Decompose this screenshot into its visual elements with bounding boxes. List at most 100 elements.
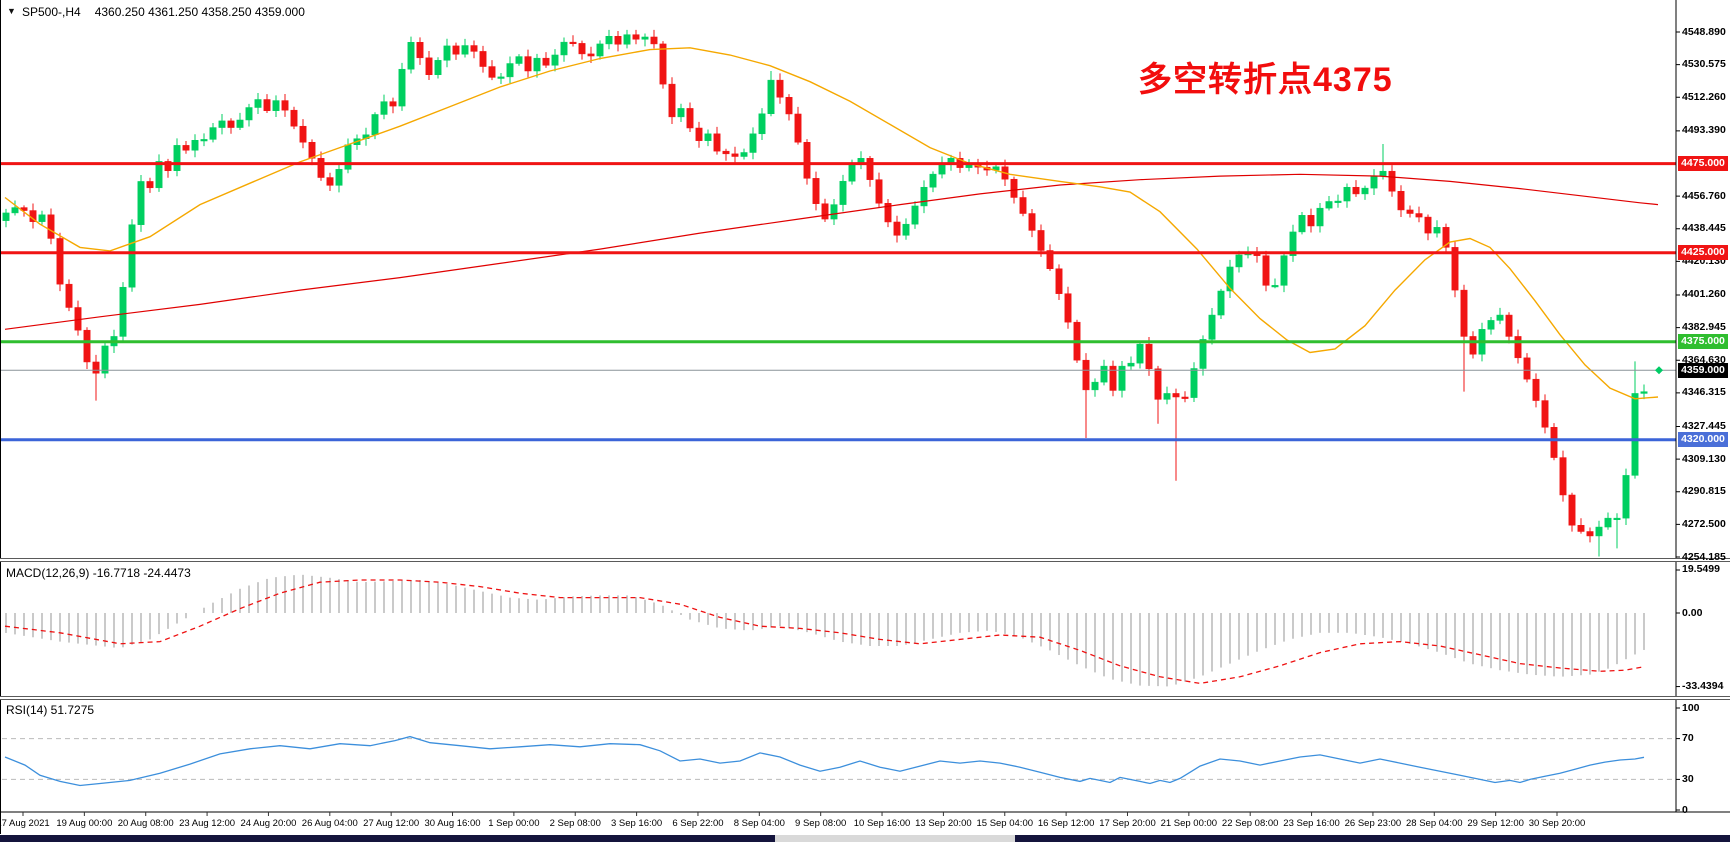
candle-body (245, 107, 253, 121)
candle-body (137, 181, 145, 225)
candle-body (1154, 368, 1162, 400)
time-axis-label: 17 Aug 2021 (0, 818, 50, 829)
candle-body (290, 109, 298, 127)
time-axis-label: 6 Sep 22:00 (672, 818, 724, 829)
candle-body (1325, 201, 1333, 209)
candle-body (1469, 336, 1477, 355)
time-axis-label: 2 Sep 08:00 (549, 818, 601, 829)
price-axis-label: 4309.130 (1682, 452, 1726, 465)
ohlc-quote: 4360.250 4361.250 4358.250 4359.000 (94, 5, 305, 19)
candle-body (1568, 494, 1576, 526)
candle-body (524, 56, 532, 72)
candle-body (1334, 200, 1342, 203)
candle-body (533, 57, 541, 72)
annotation-text: 多空转折点4375 (1138, 61, 1393, 99)
scrollbar-track-segment[interactable] (0, 835, 775, 842)
candle-body (263, 99, 271, 111)
candle-body (632, 34, 640, 40)
candle-body (1460, 289, 1468, 337)
time-axis-label: 19 Aug 00:00 (56, 818, 113, 829)
macd-panel[interactable] (0, 562, 1676, 696)
horizontal-scrollbar[interactable] (0, 835, 1730, 842)
candle-body (830, 204, 838, 220)
candle-body (1199, 339, 1207, 369)
price-level-chip: 4359.000 (1678, 362, 1728, 378)
candle-body (1172, 393, 1180, 398)
candle-body (623, 34, 631, 45)
candle-body (1631, 393, 1639, 476)
candle-body (101, 345, 109, 374)
candle-body (920, 186, 928, 207)
candle-body (506, 63, 514, 78)
candle-body (497, 76, 505, 79)
price-axis-label: 4346.315 (1682, 386, 1726, 399)
candle-body (1271, 285, 1279, 288)
candle-body (1208, 314, 1216, 340)
candle-body (155, 161, 163, 189)
panel-separator[interactable] (0, 696, 1730, 700)
price-axis-label: 4290.815 (1682, 485, 1726, 498)
price-axis-label: 4327.445 (1682, 419, 1726, 432)
candle-body (911, 205, 919, 225)
candle-body (56, 238, 64, 285)
candle-body (875, 179, 883, 204)
candle-body (614, 36, 622, 45)
panel-separator[interactable] (0, 558, 1730, 562)
candle-body (299, 125, 307, 143)
candle-body (272, 100, 280, 111)
candle-body (191, 139, 199, 151)
candle-body (317, 158, 325, 178)
candle-body (1604, 517, 1612, 528)
rsi-axis-label: 0 (1682, 803, 1688, 816)
main-chart-panel[interactable] (0, 0, 1676, 558)
candle-body (1145, 343, 1153, 370)
candle-body (578, 43, 586, 55)
time-axis-label: 30 Sep 20:00 (1528, 818, 1586, 829)
time-axis-label: 27 Aug 12:00 (363, 818, 420, 829)
candle-body (1640, 391, 1648, 394)
candle-body (668, 83, 676, 118)
candle-body (1550, 427, 1558, 458)
candle-body (173, 145, 181, 172)
rsi-panel[interactable] (0, 700, 1676, 812)
symbol-dropdown-icon[interactable]: ▼ (7, 6, 16, 16)
candle-body (1163, 393, 1171, 400)
candle-body (1298, 215, 1306, 233)
candle-body (164, 161, 172, 172)
price-axis-label: 4530.575 (1682, 58, 1726, 71)
price-level-chip: 4425.000 (1678, 245, 1728, 261)
candle-body (596, 43, 604, 57)
candle-body (605, 36, 613, 45)
candle-body (1217, 290, 1225, 316)
candle-body (1613, 517, 1621, 520)
candle-body (695, 127, 703, 141)
candle-body (1118, 365, 1126, 391)
candle-body (416, 42, 424, 59)
price-level-chip: 4375.000 (1678, 334, 1728, 350)
rsi-axis-label: 70 (1682, 732, 1694, 745)
rsi-axis-label: 100 (1682, 701, 1700, 714)
candle-body (92, 361, 100, 374)
candle-body (713, 133, 721, 152)
candle-body (767, 79, 775, 115)
candle-body (1388, 170, 1396, 192)
candle-body (1397, 190, 1405, 211)
price-axis-label: 4438.445 (1682, 222, 1726, 235)
time-axis-label: 30 Aug 16:00 (424, 818, 481, 829)
time-axis-label: 23 Aug 12:00 (179, 818, 236, 829)
candle-body (641, 36, 649, 40)
candle-body (182, 145, 190, 151)
candle-body (1451, 247, 1459, 291)
macd-axis-label: 19.5499 (1682, 563, 1720, 576)
candle-body (1235, 254, 1243, 268)
candle-body (1262, 255, 1270, 286)
scrollbar-track-segment[interactable] (1015, 835, 1730, 842)
candle-body (1532, 378, 1540, 401)
chart-title: SP500-,H4 4360.250 4361.250 4358.250 4359… (22, 5, 305, 19)
candle-body (731, 153, 739, 157)
candle-body (1514, 336, 1522, 359)
candle-body (794, 113, 802, 143)
macd-signal-line (4, 579, 1645, 685)
candle-body (722, 150, 730, 155)
